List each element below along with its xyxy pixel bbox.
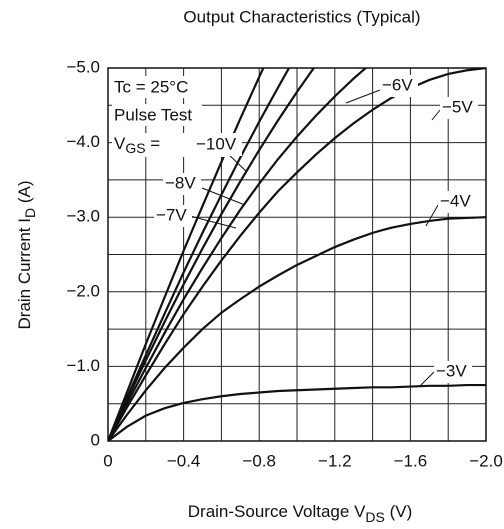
series-label: −5V — [442, 97, 473, 116]
y-tick-label: −2.0 — [66, 281, 100, 300]
y-label-sub: D — [22, 208, 38, 218]
chart: Output Characteristics (Typical) Drain-S… — [0, 0, 504, 529]
x-tick-label: −2.0 — [469, 451, 503, 470]
leader-line — [432, 110, 440, 120]
x-label-suffix: (V) — [385, 502, 412, 521]
x-label-sub: DS — [365, 509, 384, 525]
x-tick-label: −0.4 — [167, 451, 201, 470]
y-label-text: Drain Current I — [15, 218, 34, 329]
y-tick-label: −3.0 — [66, 207, 100, 226]
series-label: −8V — [165, 173, 196, 192]
series-label: −4V — [440, 191, 471, 210]
annotation: Tc = 25°C — [114, 77, 188, 96]
leader-line — [426, 205, 438, 226]
x-tick-label: 0 — [103, 451, 112, 470]
y-label-suffix: (A) — [15, 181, 34, 208]
y-axis-label: Drain Current ID (A) — [15, 181, 37, 330]
series-label: −7V — [156, 205, 187, 224]
vgs-text: V — [114, 134, 126, 153]
y-tick-label: 0 — [91, 430, 100, 449]
series-label: −6V — [382, 75, 413, 94]
vgs-sub: GS — [125, 140, 145, 156]
annotation: Pulse Test — [114, 105, 192, 124]
vgs-suffix: = — [146, 134, 161, 153]
x-tick-label: −1.2 — [318, 451, 352, 470]
chart-title: Output Characteristics (Typical) — [183, 7, 420, 26]
leader-line — [346, 90, 380, 103]
series-label: −3V — [436, 361, 467, 380]
x-tick-label: −0.8 — [242, 451, 276, 470]
y-tick-label: −5.0 — [66, 57, 100, 76]
leader-line — [420, 372, 434, 386]
x-label-text: Drain-Source Voltage V — [188, 502, 366, 521]
y-tick-label: −4.0 — [66, 132, 100, 151]
series-label: −10V — [196, 134, 237, 153]
x-tick-label: −1.6 — [394, 451, 428, 470]
y-tick-label: −1.0 — [66, 356, 100, 375]
x-axis-label: Drain-Source Voltage VDS (V) — [188, 502, 413, 524]
